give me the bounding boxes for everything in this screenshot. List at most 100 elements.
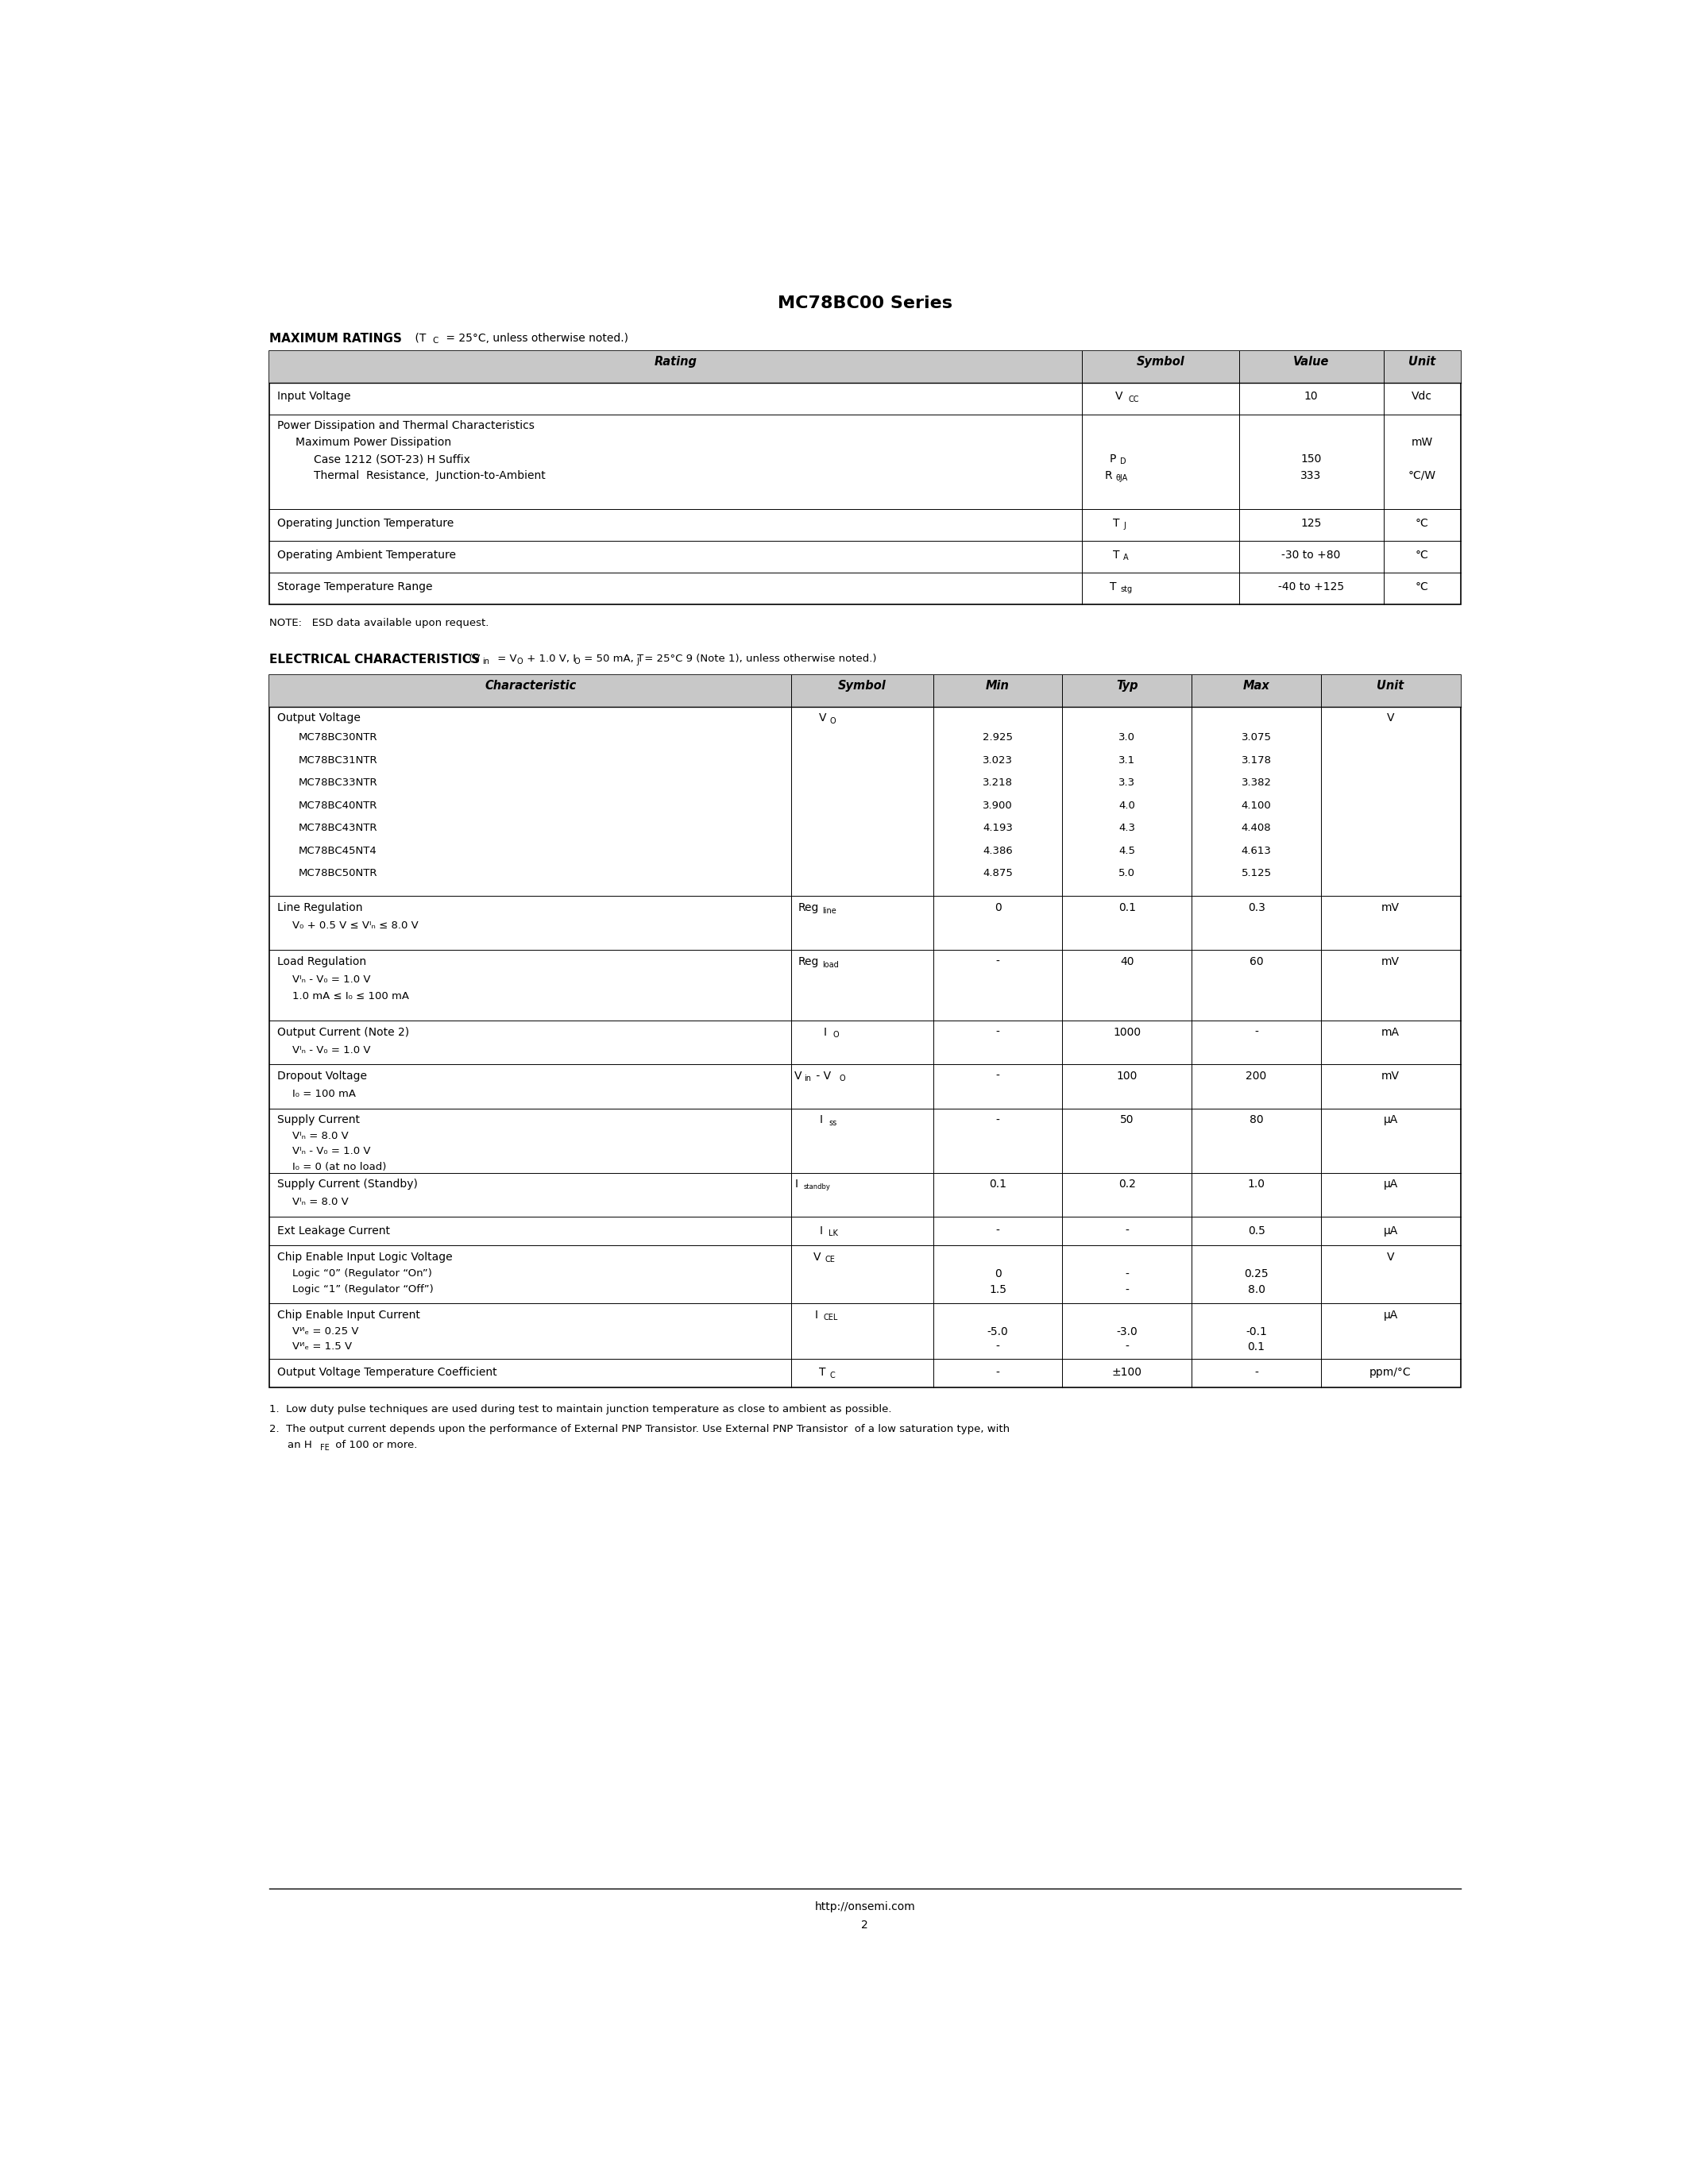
Text: μA: μA [1382, 1179, 1398, 1190]
Text: Chip Enable Input Current: Chip Enable Input Current [277, 1310, 420, 1321]
Text: 5.0: 5.0 [1119, 867, 1136, 878]
Text: MC78BC30NTR: MC78BC30NTR [299, 732, 378, 743]
Text: Input Voltage: Input Voltage [277, 391, 351, 402]
Text: -: - [1126, 1284, 1129, 1295]
Text: 3.1: 3.1 [1119, 756, 1136, 764]
Text: I: I [819, 1114, 822, 1125]
Text: °C: °C [1415, 550, 1428, 561]
Text: °C: °C [1415, 581, 1428, 592]
Text: 50: 50 [1121, 1114, 1134, 1125]
Text: - V: - V [812, 1070, 830, 1081]
Text: 3.0: 3.0 [1119, 732, 1136, 743]
Text: 0.1: 0.1 [1119, 902, 1136, 913]
Text: Min: Min [986, 679, 1009, 692]
Text: Supply Current (Standby): Supply Current (Standby) [277, 1179, 417, 1190]
Text: 1.  Low duty pulse techniques are used during test to maintain junction temperat: 1. Low duty pulse techniques are used du… [270, 1404, 891, 1415]
Text: -: - [1126, 1269, 1129, 1280]
Text: -: - [996, 1026, 999, 1037]
Text: Line Regulation: Line Regulation [277, 902, 363, 913]
Text: = V: = V [495, 653, 517, 664]
Text: 3.075: 3.075 [1241, 732, 1271, 743]
Text: Unit: Unit [1377, 679, 1404, 692]
Text: ±100: ±100 [1112, 1367, 1143, 1378]
Text: MC78BC33NTR: MC78BC33NTR [299, 778, 378, 788]
Text: -: - [996, 957, 999, 968]
Text: Case 1212 (SOT-23) H Suffix: Case 1212 (SOT-23) H Suffix [314, 454, 471, 465]
Text: 3.023: 3.023 [982, 756, 1013, 764]
Text: Thermal  Resistance,  Junction-to-Ambient: Thermal Resistance, Junction-to-Ambient [314, 470, 545, 480]
Text: LK: LK [829, 1230, 837, 1238]
Text: V: V [795, 1070, 802, 1081]
Text: Vdc: Vdc [1411, 391, 1431, 402]
Text: 0.3: 0.3 [1247, 902, 1264, 913]
Text: Output Voltage: Output Voltage [277, 712, 360, 723]
Text: Power Dissipation and Thermal Characteristics: Power Dissipation and Thermal Characteri… [277, 422, 533, 432]
Text: (V: (V [466, 653, 479, 664]
Text: 4.5: 4.5 [1119, 845, 1136, 856]
Text: an H: an H [289, 1439, 312, 1450]
Text: V: V [819, 712, 825, 723]
Text: 3.178: 3.178 [1241, 756, 1271, 764]
Text: O: O [839, 1075, 846, 1083]
Text: 3.218: 3.218 [982, 778, 1013, 788]
Text: Logic “0” (Regulator “On”): Logic “0” (Regulator “On”) [292, 1269, 432, 1280]
Text: = 25°C 9 (Note 1), unless otherwise noted.): = 25°C 9 (Note 1), unless otherwise note… [641, 653, 876, 664]
Text: -40 to +125: -40 to +125 [1278, 581, 1344, 592]
Text: P: P [1109, 454, 1116, 465]
Text: O: O [517, 657, 522, 666]
Text: O: O [574, 657, 579, 666]
Text: line: line [822, 906, 837, 915]
Text: I: I [815, 1310, 817, 1321]
Text: C: C [830, 1372, 836, 1380]
Text: Ext Leakage Current: Ext Leakage Current [277, 1225, 390, 1236]
Text: (T: (T [412, 332, 425, 343]
Text: -: - [1126, 1225, 1129, 1236]
Text: standby: standby [803, 1184, 830, 1190]
Text: Vᴵₙ - V₀ = 1.0 V: Vᴵₙ - V₀ = 1.0 V [292, 1044, 370, 1055]
Text: Reg: Reg [798, 902, 819, 913]
Text: 10: 10 [1305, 391, 1318, 402]
Text: 1.5: 1.5 [989, 1284, 1006, 1295]
Text: -: - [996, 1114, 999, 1125]
Text: 4.613: 4.613 [1241, 845, 1271, 856]
Text: + 1.0 V, I: + 1.0 V, I [523, 653, 576, 664]
Text: 3.900: 3.900 [982, 799, 1013, 810]
Text: 0.5: 0.5 [1247, 1225, 1264, 1236]
Text: Rating: Rating [655, 356, 697, 367]
Text: 0: 0 [994, 1269, 1001, 1280]
Text: 4.0: 4.0 [1119, 799, 1136, 810]
Text: MAXIMUM RATINGS: MAXIMUM RATINGS [270, 332, 402, 345]
Text: MC78BC40NTR: MC78BC40NTR [299, 799, 378, 810]
Text: 8.0: 8.0 [1247, 1284, 1264, 1295]
Text: Vᴻₑ = 1.5 V: Vᴻₑ = 1.5 V [292, 1341, 351, 1352]
Text: = 50 mA, T: = 50 mA, T [581, 653, 643, 664]
Text: V: V [1116, 391, 1123, 402]
Text: in: in [481, 657, 490, 666]
Text: Load Regulation: Load Regulation [277, 957, 366, 968]
Text: http://onsemi.com: http://onsemi.com [814, 1900, 915, 1911]
Text: V: V [1388, 1251, 1394, 1262]
Text: I: I [795, 1179, 798, 1190]
Text: MC78BC43NTR: MC78BC43NTR [299, 823, 378, 832]
Text: -3.0: -3.0 [1116, 1326, 1138, 1337]
Text: 2.925: 2.925 [982, 732, 1013, 743]
Text: ELECTRICAL CHARACTERISTICS: ELECTRICAL CHARACTERISTICS [270, 653, 479, 666]
Text: Vᴻₑ = 0.25 V: Vᴻₑ = 0.25 V [292, 1326, 358, 1337]
Text: stg: stg [1121, 585, 1133, 594]
Text: CC: CC [1128, 395, 1139, 404]
Text: mV: mV [1381, 957, 1399, 968]
Text: θJA: θJA [1116, 474, 1128, 483]
Text: 3.382: 3.382 [1241, 778, 1271, 788]
Text: C: C [432, 336, 439, 345]
Text: load: load [822, 961, 839, 970]
Text: Reg: Reg [798, 957, 819, 968]
Text: V₀ + 0.5 V ≤ Vᴵₙ ≤ 8.0 V: V₀ + 0.5 V ≤ Vᴵₙ ≤ 8.0 V [292, 922, 419, 930]
Text: 4.875: 4.875 [982, 867, 1013, 878]
Text: V: V [1388, 712, 1394, 723]
Text: I₀ = 0 (at no load): I₀ = 0 (at no load) [292, 1162, 387, 1173]
Text: 4.100: 4.100 [1241, 799, 1271, 810]
Text: mA: mA [1381, 1026, 1399, 1037]
Text: mW: mW [1411, 437, 1433, 448]
Text: 0.1: 0.1 [1247, 1341, 1264, 1352]
Text: MC78BC31NTR: MC78BC31NTR [299, 756, 378, 764]
